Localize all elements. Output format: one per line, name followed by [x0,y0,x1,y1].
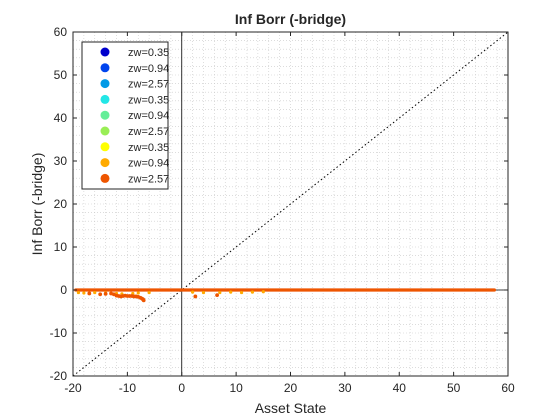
data-points [74,288,497,303]
data-point [82,291,86,295]
data-point [191,290,195,294]
legend-marker [100,158,110,168]
legend-label: zw=0.35 [128,94,169,106]
data-point [215,293,219,298]
legend-label: zw=2.57 [128,126,169,138]
data-point [93,290,97,295]
legend-marker [100,63,110,73]
y-tick-label: -10 [50,326,68,340]
data-point [103,291,108,296]
y-tick-label: 10 [54,240,68,254]
y-tick-label: 30 [54,154,68,168]
data-point [201,290,206,295]
y-tick-label: 40 [54,111,68,125]
data-point [98,292,103,297]
data-point [147,290,151,295]
legend-marker [100,110,110,120]
legend-label: zw=2.57 [128,79,169,91]
legend-label: zw=0.35 [128,47,169,59]
legend-marker [100,173,110,183]
x-tick-label: 10 [229,381,243,395]
legend-marker [100,47,110,57]
diagonal-reference-line [72,31,509,377]
y-tick-label: 50 [54,68,68,82]
x-tick-label: 60 [501,381,515,395]
legend-label: zw=0.94 [128,158,169,170]
data-point [141,298,146,303]
legend-label: zw=0.94 [128,63,169,75]
chart-title: Inf Borr (-bridge) [235,11,346,27]
data-point [250,290,255,294]
legend-box [81,41,169,190]
data-point [218,290,222,295]
legend-marker [100,94,110,104]
data-point [229,290,233,294]
x-tick-label: 50 [447,381,461,395]
x-axis-label: Asset State [255,400,327,416]
x-tick-label: -10 [119,381,137,395]
legend-label: zw=2.57 [128,173,169,185]
x-tick-label: 30 [338,381,352,395]
data-point [76,290,81,295]
data-point [87,291,92,296]
x-tick-label: 20 [284,381,298,395]
y-axis-label: Inf Borr (-bridge) [29,153,45,256]
legend-marker [100,142,110,152]
legend: zw=0.35 zw=0.94 zw=2.57 zw=0.35 zw=0.94 zw=2.… [81,41,169,190]
y-tick-label: 0 [60,283,67,297]
x-tick-label: -20 [64,381,82,395]
x-tick-label: 40 [393,381,407,395]
data-point [261,290,265,294]
legend-label: zw=0.94 [128,110,169,122]
legend-marker [100,79,110,89]
legend-label: zw=0.35 [128,142,169,154]
data-point [136,291,140,295]
data-point [193,294,198,299]
y-tick-label: 20 [54,197,68,211]
axis-ticks: -20 -10 0 10 20 30 40 50 60 -20 -10 0 10 20 30 40 50 60 [50,25,515,395]
y-tick-label: -20 [50,369,68,383]
legend-marker [100,126,110,136]
x-tick-label: 0 [178,381,185,395]
data-point [239,290,244,295]
y-tick-label: 60 [54,25,68,39]
